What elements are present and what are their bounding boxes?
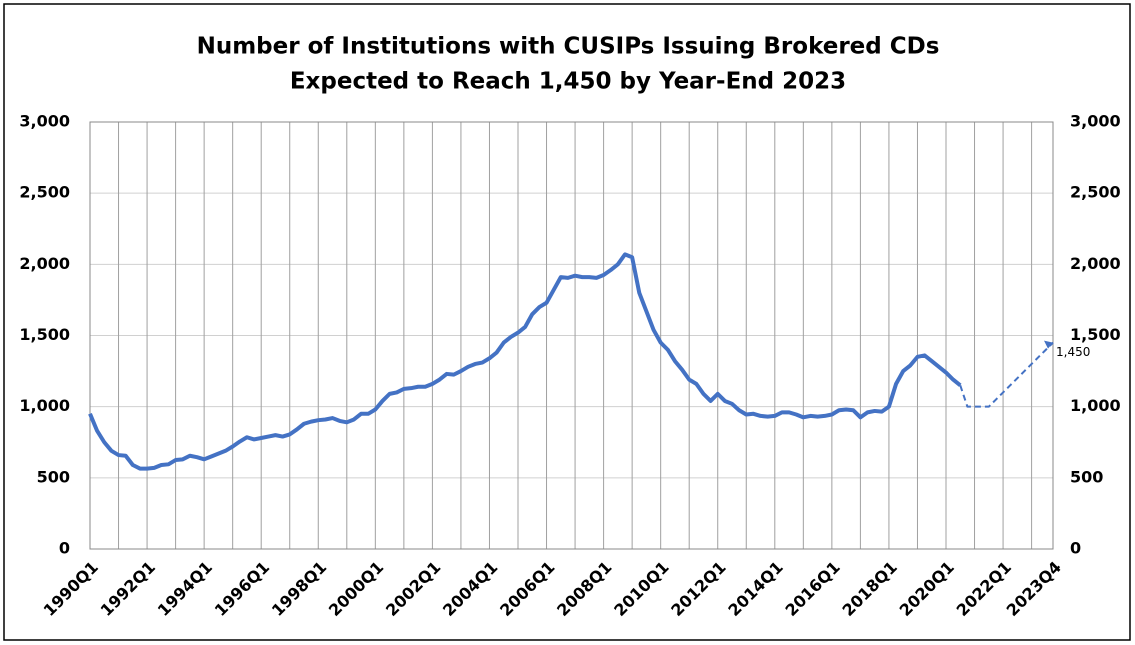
y2-tick-label: 2,500 [1070, 183, 1121, 202]
y2-tick-label: 1,500 [1070, 325, 1121, 344]
y-tick-label: 1,500 [19, 325, 70, 344]
y2-tick-label: 1,000 [1070, 396, 1121, 415]
chart-title: Expected to Reach 1,450 by Year-End 2023 [290, 69, 846, 95]
data-line [959, 341, 1054, 408]
arrow-head [1044, 340, 1053, 349]
data-label: 1,450 [1056, 345, 1090, 359]
chart-border [3, 3, 1131, 641]
plot-area [89, 121, 1054, 550]
y-tick-label: 1,000 [19, 396, 70, 415]
y-tick-label: 2,500 [19, 183, 70, 202]
y2-tick-label: 2,000 [1070, 254, 1121, 273]
y2-tick-label: 3,000 [1070, 112, 1121, 131]
y-tick-label: 2,000 [19, 254, 70, 273]
data-line [88, 252, 962, 471]
y-tick-label: 500 [37, 467, 70, 486]
chart-title: Number of Institutions with CUSIPs Issui… [197, 34, 940, 60]
y2-tick-label: 500 [1070, 467, 1103, 486]
y-tick-label: 3,000 [19, 112, 70, 131]
y2-tick-label: 0 [1070, 539, 1081, 558]
y-tick-label: 0 [59, 539, 70, 558]
